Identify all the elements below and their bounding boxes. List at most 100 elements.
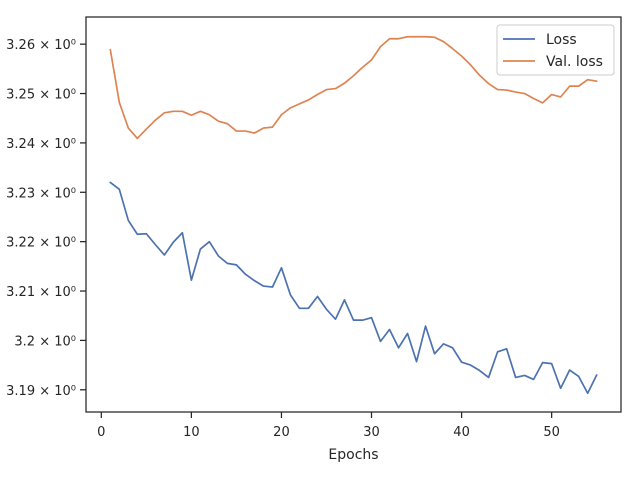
data-point-val-loss <box>587 79 589 81</box>
x-tick-label: 30 <box>363 425 380 440</box>
data-point-val-loss <box>109 49 111 51</box>
data-point-loss <box>578 375 580 377</box>
legend-label-val-loss: Val. loss <box>546 54 603 70</box>
data-point-val-loss <box>371 59 373 61</box>
data-point-loss <box>533 378 535 380</box>
data-point-loss <box>154 244 156 246</box>
data-point-loss <box>425 325 427 327</box>
x-axis-ticks: 0 10 20 30 40 50 <box>97 412 560 440</box>
data-point-loss <box>316 295 318 297</box>
x-axis-label: Epochs <box>328 447 378 463</box>
data-point-loss <box>226 262 228 264</box>
y-axis-ticks: 3.19 × 10⁰ 3.2 × 10⁰ 3.21 × 10⁰ 3.22 × 10⁰ 3… <box>6 38 86 399</box>
data-point-loss <box>515 376 517 378</box>
data-point-val-loss <box>253 132 255 134</box>
data-point-loss <box>371 317 373 319</box>
data-point-val-loss <box>307 99 309 101</box>
data-point-val-loss <box>271 126 273 128</box>
data-point-val-loss <box>533 97 535 99</box>
data-point-val-loss <box>479 74 481 76</box>
data-point-loss <box>244 273 246 275</box>
data-point-loss <box>497 351 499 353</box>
data-point-loss <box>271 286 273 288</box>
data-point-val-loss <box>389 38 391 40</box>
data-point-loss <box>398 347 400 349</box>
data-point-loss <box>452 347 454 349</box>
y-tick-label: 3.21 × 10⁰ <box>6 285 76 300</box>
data-point-loss <box>488 376 490 378</box>
data-point-val-loss <box>298 103 300 105</box>
plot-area <box>86 17 621 412</box>
data-point-val-loss <box>596 80 598 82</box>
data-point-loss <box>596 374 598 376</box>
data-point-val-loss <box>217 120 219 122</box>
data-point-val-loss <box>325 89 327 91</box>
data-point-val-loss <box>470 64 472 66</box>
data-point-loss <box>262 285 264 287</box>
data-point-val-loss <box>289 107 291 109</box>
data-point-val-loss <box>506 89 508 91</box>
data-point-val-loss <box>416 36 418 38</box>
data-point-val-loss <box>316 94 318 96</box>
data-point-loss <box>109 181 111 183</box>
data-point-val-loss <box>343 82 345 84</box>
data-point-loss <box>380 340 382 342</box>
data-point-loss <box>389 329 391 331</box>
data-point-val-loss <box>497 89 499 91</box>
data-point-val-loss <box>235 130 237 132</box>
y-tick-label: 3.22 × 10⁰ <box>6 236 76 251</box>
data-point-val-loss <box>136 137 138 139</box>
data-point-loss <box>325 308 327 310</box>
data-point-loss <box>136 233 138 235</box>
data-point-loss <box>172 241 174 243</box>
data-point-loss <box>118 188 120 190</box>
data-point-val-loss <box>127 127 129 129</box>
data-point-loss <box>208 241 210 243</box>
data-point-val-loss <box>452 48 454 50</box>
data-point-val-loss <box>334 88 336 90</box>
data-point-loss <box>253 280 255 282</box>
legend-label-loss: Loss <box>546 32 577 48</box>
x-tick-label: 10 <box>183 425 200 440</box>
data-point-loss <box>443 343 445 345</box>
data-point-loss <box>470 364 472 366</box>
y-tick-label: 3.19 × 10⁰ <box>6 384 76 399</box>
data-point-val-loss <box>172 110 174 112</box>
plot-frame <box>85 16 622 413</box>
data-point-val-loss <box>380 46 382 48</box>
data-point-loss <box>289 294 291 296</box>
data-point-val-loss <box>280 114 282 116</box>
data-point-val-loss <box>226 123 228 125</box>
data-point-loss <box>334 318 336 320</box>
data-point-val-loss <box>244 130 246 132</box>
data-point-val-loss <box>425 36 427 38</box>
data-point-loss <box>569 369 571 371</box>
data-point-val-loss <box>181 110 183 112</box>
data-point-val-loss <box>199 110 201 112</box>
data-point-loss <box>190 279 192 281</box>
data-point-loss <box>524 374 526 376</box>
data-point-val-loss <box>551 94 553 96</box>
series-line-val-loss <box>109 35 598 140</box>
data-point-loss <box>298 307 300 309</box>
data-point-val-loss <box>362 66 364 68</box>
data-point-val-loss <box>407 36 409 38</box>
data-point-val-loss <box>560 96 562 98</box>
data-point-loss <box>307 307 309 309</box>
data-point-val-loss <box>190 114 192 116</box>
data-point-val-loss <box>118 101 120 103</box>
data-point-loss <box>587 392 589 394</box>
x-tick-label: 40 <box>453 425 470 440</box>
data-point-val-loss <box>145 128 147 130</box>
data-point-loss <box>506 348 508 350</box>
y-tick-label: 3.24 × 10⁰ <box>6 137 76 152</box>
data-point-loss <box>235 264 237 266</box>
series-layer <box>109 35 598 395</box>
data-point-loss <box>542 362 544 364</box>
series-line-loss <box>109 181 598 395</box>
data-point-loss <box>145 233 147 235</box>
data-point-val-loss <box>434 36 436 38</box>
data-point-loss <box>353 319 355 321</box>
data-point-val-loss <box>461 55 463 57</box>
legend: Loss Val. loss <box>496 24 615 76</box>
